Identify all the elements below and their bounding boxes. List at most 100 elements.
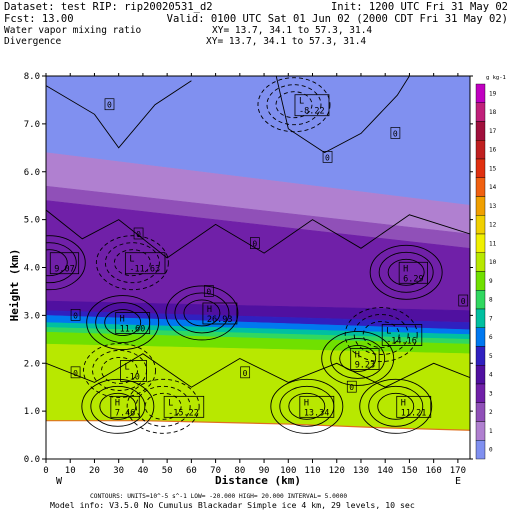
extremum-value: -8.22 <box>299 107 325 117</box>
colorbar-swatch <box>475 177 486 197</box>
contour-ring <box>266 84 322 126</box>
svg-text:0: 0 <box>206 287 211 296</box>
colorbar-label: 15 <box>489 165 497 172</box>
x-tick-label: 50 <box>162 466 173 476</box>
contour-ring <box>135 385 191 427</box>
contour-extremum-label: L-11.63 <box>124 252 166 275</box>
contour-ring <box>183 299 221 327</box>
colorbar-label: 1 <box>489 428 493 435</box>
colorbar-swatch <box>475 158 486 178</box>
zero-contour-line <box>46 80 192 149</box>
colorbar-swatch <box>475 440 486 460</box>
extremum-type: L <box>168 398 173 408</box>
contour-ring <box>46 249 68 277</box>
x-tick-label: 30 <box>113 466 124 476</box>
extremum-type: H <box>403 264 408 274</box>
x-tick-label: 90 <box>259 466 270 476</box>
contour-ring <box>368 385 424 427</box>
contour-extremum-label: H11.60 <box>115 312 151 335</box>
contour-extremum-label: H11.21 <box>396 395 432 418</box>
zero-contour-label: 0 <box>250 237 260 249</box>
contour-extremum-label: L-10 <box>120 360 147 382</box>
contour-extremum-label: H7.46 <box>110 395 140 418</box>
extremum-type: H <box>207 305 212 315</box>
contour-ring <box>270 378 344 434</box>
x-axis-label: Distance (km) <box>215 474 301 487</box>
dataset-line: Dataset: test RIP: rip20020531_d2 <box>4 1 213 13</box>
contour-ring <box>113 249 151 277</box>
contour-ring <box>86 295 160 351</box>
extremum-value: 11.60 <box>120 325 146 335</box>
colorbar-label: 5 <box>489 353 493 360</box>
svg-text:0: 0 <box>461 297 466 306</box>
shading-band-8 <box>46 327 470 345</box>
contour-ring <box>83 342 156 398</box>
contour-extremum-label: H6.29 <box>398 261 428 284</box>
x-tick-label: 70 <box>210 466 221 476</box>
y-axis: 0.0 1.0 2.0 3.0 4.0 5.0 6.0 7.0 8.0 <box>24 72 473 465</box>
contour-ring <box>362 321 400 348</box>
colorbar-swatch <box>475 215 486 235</box>
colorbar-swatch <box>475 233 486 253</box>
y-tick-label: 7.0 <box>24 120 40 130</box>
colorbar-swatch <box>475 102 486 122</box>
colorbar-label: 10 <box>489 259 497 266</box>
extremum-value: -14.16 <box>386 337 417 347</box>
svg-text:0: 0 <box>136 230 141 239</box>
colorbar-label: 2 <box>489 409 493 416</box>
svg-text:0: 0 <box>252 240 257 249</box>
contour-ring <box>46 235 86 291</box>
zero-contour-label: 0 <box>458 294 469 307</box>
zero-contour-label: 0 <box>203 285 214 297</box>
y-tick-label: 5.0 <box>24 216 40 226</box>
contour-ring <box>165 285 239 341</box>
contour-ring <box>359 378 433 434</box>
contour-ring <box>174 292 230 334</box>
extremum-type: L <box>125 362 130 372</box>
shading-band-6 <box>46 315 470 335</box>
x-axis: 0 10 20 30 40 50 60 70 80 90 100 110 120 130 140 150 160… <box>43 73 466 476</box>
zero-contour-label: 0 <box>240 366 251 379</box>
colorbar-label: 19 <box>489 90 497 97</box>
field1-name: Water vapor mixing ratio <box>4 25 142 36</box>
extremum-type: H <box>120 315 125 325</box>
y-axis-label: Height (km) <box>8 249 21 322</box>
svg-text:0: 0 <box>393 129 398 138</box>
contour-ring <box>378 251 434 293</box>
x-tick-label: 150 <box>401 466 417 476</box>
colorbar-swatch <box>475 383 486 403</box>
contour-ring <box>339 345 377 372</box>
extremum-type: H <box>401 398 406 408</box>
colorbar-label: 12 <box>489 222 497 229</box>
zero-contour-label: 0 <box>70 366 81 379</box>
terrain-line <box>46 420 470 431</box>
terrain-area <box>46 420 470 459</box>
contour-extremum-label: L-8.22 <box>294 94 330 117</box>
init-line: Init: 1200 UTC Fri 31 May 02 <box>331 1 508 13</box>
x-tick-label: 10 <box>65 466 76 476</box>
zero-contour-label: 0 <box>322 151 333 163</box>
contour-extremum-label: L-15.22 <box>163 395 205 418</box>
x-tick-label: 170 <box>450 466 466 476</box>
extremum-value: 13.34 <box>304 408 330 418</box>
zero-contour-line <box>46 353 470 388</box>
xy1-line: XY= 13.7, 34.1 to 57.3, 31.4 <box>212 25 372 36</box>
colorbar-label: 4 <box>489 372 493 379</box>
y-tick-label: 4.0 <box>24 264 40 274</box>
colorbar-swatch <box>475 290 486 310</box>
colorbar-label: 9 <box>489 278 493 285</box>
colorbar-label: 17 <box>489 128 497 135</box>
colorbar-swatch <box>475 196 486 216</box>
contour-ring <box>330 338 386 379</box>
endpoint-left: W <box>56 476 63 487</box>
contour-ring <box>90 385 146 427</box>
contours-info-line: CONTOURS: UNITS=10^-5 s^-1 LOW= -20.000 … <box>90 493 347 500</box>
colorbar-label: 0 <box>489 447 493 454</box>
x-tick-label: 100 <box>280 466 296 476</box>
colorbar-label: 11 <box>489 240 497 247</box>
y-tick-label: 0.0 <box>24 455 40 465</box>
extremum-type: L <box>299 97 304 107</box>
x-tick-label: 160 <box>426 466 442 476</box>
